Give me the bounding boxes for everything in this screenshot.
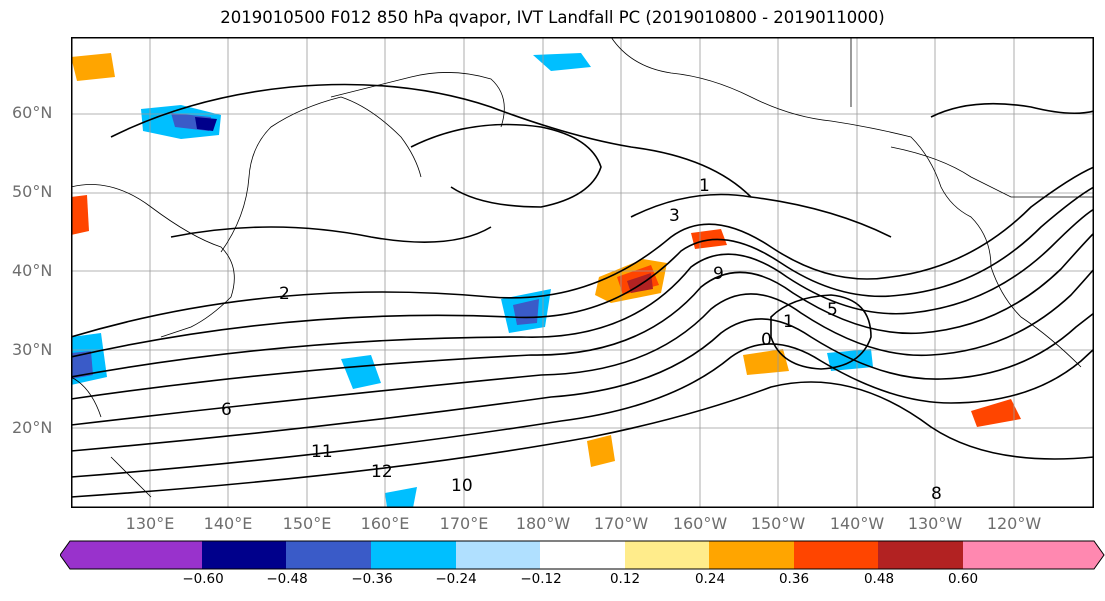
colorbar-segment xyxy=(60,541,202,569)
contour-label: 3 xyxy=(669,206,680,226)
colorbar-tick-label: 0.48 xyxy=(863,571,895,587)
lat-label-30n: 30°N xyxy=(12,340,53,359)
lon-label-160w: 160°W xyxy=(672,514,728,533)
positive-patch xyxy=(743,349,789,375)
lat-label-40n: 40°N xyxy=(12,261,53,280)
lon-label-150w: 150°W xyxy=(750,514,806,533)
colorbar-tick-label: −0.48 xyxy=(266,571,308,587)
contour-label: 6 xyxy=(221,400,232,420)
colorbar-segment xyxy=(202,541,286,569)
lon-label-180w: 180°W xyxy=(515,514,571,533)
colorbar-tick-label: 0.36 xyxy=(778,571,810,587)
contour-label: 1 xyxy=(699,176,710,196)
contour-label: 11 xyxy=(311,442,333,462)
negative-patch xyxy=(341,355,381,389)
lon-label-130w: 130°W xyxy=(907,514,963,533)
lon-label-140e: 140°E xyxy=(203,514,253,533)
coastlines xyxy=(71,37,1094,498)
negative-patch xyxy=(385,487,417,508)
map-plot-area: 2 3 9 1 5 1 0 11 12 10 6 8 xyxy=(71,37,1094,508)
map-title: 2019010500 F012 850 hPa qvapor, IVT Land… xyxy=(220,8,885,27)
lat-label-50n: 50°N xyxy=(12,182,53,201)
colorbar-tick-label: −0.60 xyxy=(182,571,224,587)
positive-patch xyxy=(71,195,89,235)
colorbar-segment xyxy=(709,541,794,569)
positive-patch xyxy=(71,53,115,81)
negative-patch xyxy=(513,299,539,325)
lon-label-170w: 170°W xyxy=(593,514,649,533)
negative-patch xyxy=(71,351,93,379)
colorbar-tick-label: −0.12 xyxy=(520,571,562,587)
contour-label: 1 xyxy=(783,312,794,332)
positive-patch xyxy=(971,399,1021,427)
contour-label: 10 xyxy=(451,476,473,496)
colorbar-segment xyxy=(794,541,878,569)
lon-label-140w: 140°W xyxy=(829,514,885,533)
colorbar-segment xyxy=(540,541,625,569)
colorbar xyxy=(60,540,1105,570)
contour-label: 0 xyxy=(761,330,772,350)
colorbar-segment xyxy=(625,541,709,569)
contour-label: 8 xyxy=(931,484,942,504)
contour-labels: 2 3 9 1 5 1 0 11 12 10 6 8 xyxy=(221,176,942,504)
negative-patch xyxy=(533,53,591,71)
colorbar-tick-label: 0.60 xyxy=(947,571,979,587)
lat-label-60n: 60°N xyxy=(12,103,53,122)
lon-label-160e: 160°E xyxy=(360,514,410,533)
contour-lines xyxy=(71,83,1094,498)
contour-label: 2 xyxy=(279,284,290,304)
lat-label-20n: 20°N xyxy=(12,418,53,437)
lon-label-170e: 170°E xyxy=(439,514,489,533)
colorbar-segment xyxy=(456,541,540,569)
contour-label: 9 xyxy=(713,264,724,284)
contour-label: 12 xyxy=(371,462,393,482)
colorbar-segment xyxy=(286,541,371,569)
lon-label-150e: 150°E xyxy=(282,514,332,533)
colorbar-tick-label: −0.24 xyxy=(435,571,477,587)
colorbar-segment xyxy=(878,541,963,569)
contour-label: 5 xyxy=(827,300,838,320)
positive-patch xyxy=(587,435,615,467)
colorbar-tick-label: −0.36 xyxy=(351,571,393,587)
lon-label-120w: 120°W xyxy=(986,514,1042,533)
colorbar-segment xyxy=(371,541,456,569)
negative-patch xyxy=(195,117,217,131)
colorbar-tick-label: 0.24 xyxy=(694,571,726,587)
lon-label-130e: 130°E xyxy=(125,514,175,533)
colorbar-segment xyxy=(963,541,1104,569)
colorbar-tick-label: 0.12 xyxy=(609,571,641,587)
